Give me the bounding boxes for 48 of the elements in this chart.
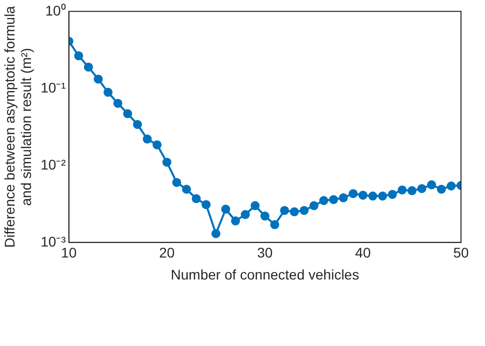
point: [358, 190, 368, 200]
point: [132, 120, 142, 129]
x-tick-label: 30: [257, 244, 273, 261]
x-tick-label: 40: [355, 244, 371, 261]
y-axis-title: Difference between asymptotic formula and simulation result (m²): [1, 6, 34, 248]
point: [436, 184, 446, 194]
x-tick-label: 50: [453, 244, 469, 261]
point: [94, 74, 103, 84]
point: [84, 62, 93, 72]
point: [192, 194, 201, 204]
point: [113, 98, 122, 108]
point: [231, 216, 240, 226]
point: [407, 186, 416, 196]
point: [417, 184, 426, 194]
x-axis-title: Number of connected vehicles: [170, 266, 360, 282]
point: [104, 88, 113, 97]
point: [123, 109, 132, 118]
point: [202, 200, 211, 210]
point: [74, 51, 84, 60]
point: [250, 201, 260, 210]
point: [338, 193, 348, 202]
point: [240, 210, 250, 220]
point: [152, 140, 162, 150]
point: [162, 158, 172, 167]
point: [211, 229, 220, 238]
point: [348, 189, 358, 198]
point: [388, 190, 397, 199]
point: [270, 220, 280, 230]
point: [446, 182, 456, 191]
point: [329, 195, 338, 204]
x-tick-label: 20: [159, 244, 175, 261]
point: [427, 180, 436, 190]
point: [398, 185, 407, 194]
point: [182, 184, 191, 194]
point: [221, 204, 230, 214]
point: [319, 196, 328, 206]
y-tick-label: 10⁻²: [40, 156, 66, 172]
point: [280, 206, 290, 215]
point: [172, 178, 182, 187]
y-tick-label: 10⁰: [45, 2, 66, 18]
point: [260, 212, 270, 221]
point: [378, 192, 388, 201]
point: [368, 192, 378, 201]
y-tick-label: 10⁻¹: [40, 79, 66, 96]
point: [290, 207, 299, 216]
point: [142, 134, 152, 144]
point: [300, 206, 309, 215]
point: [309, 201, 318, 210]
